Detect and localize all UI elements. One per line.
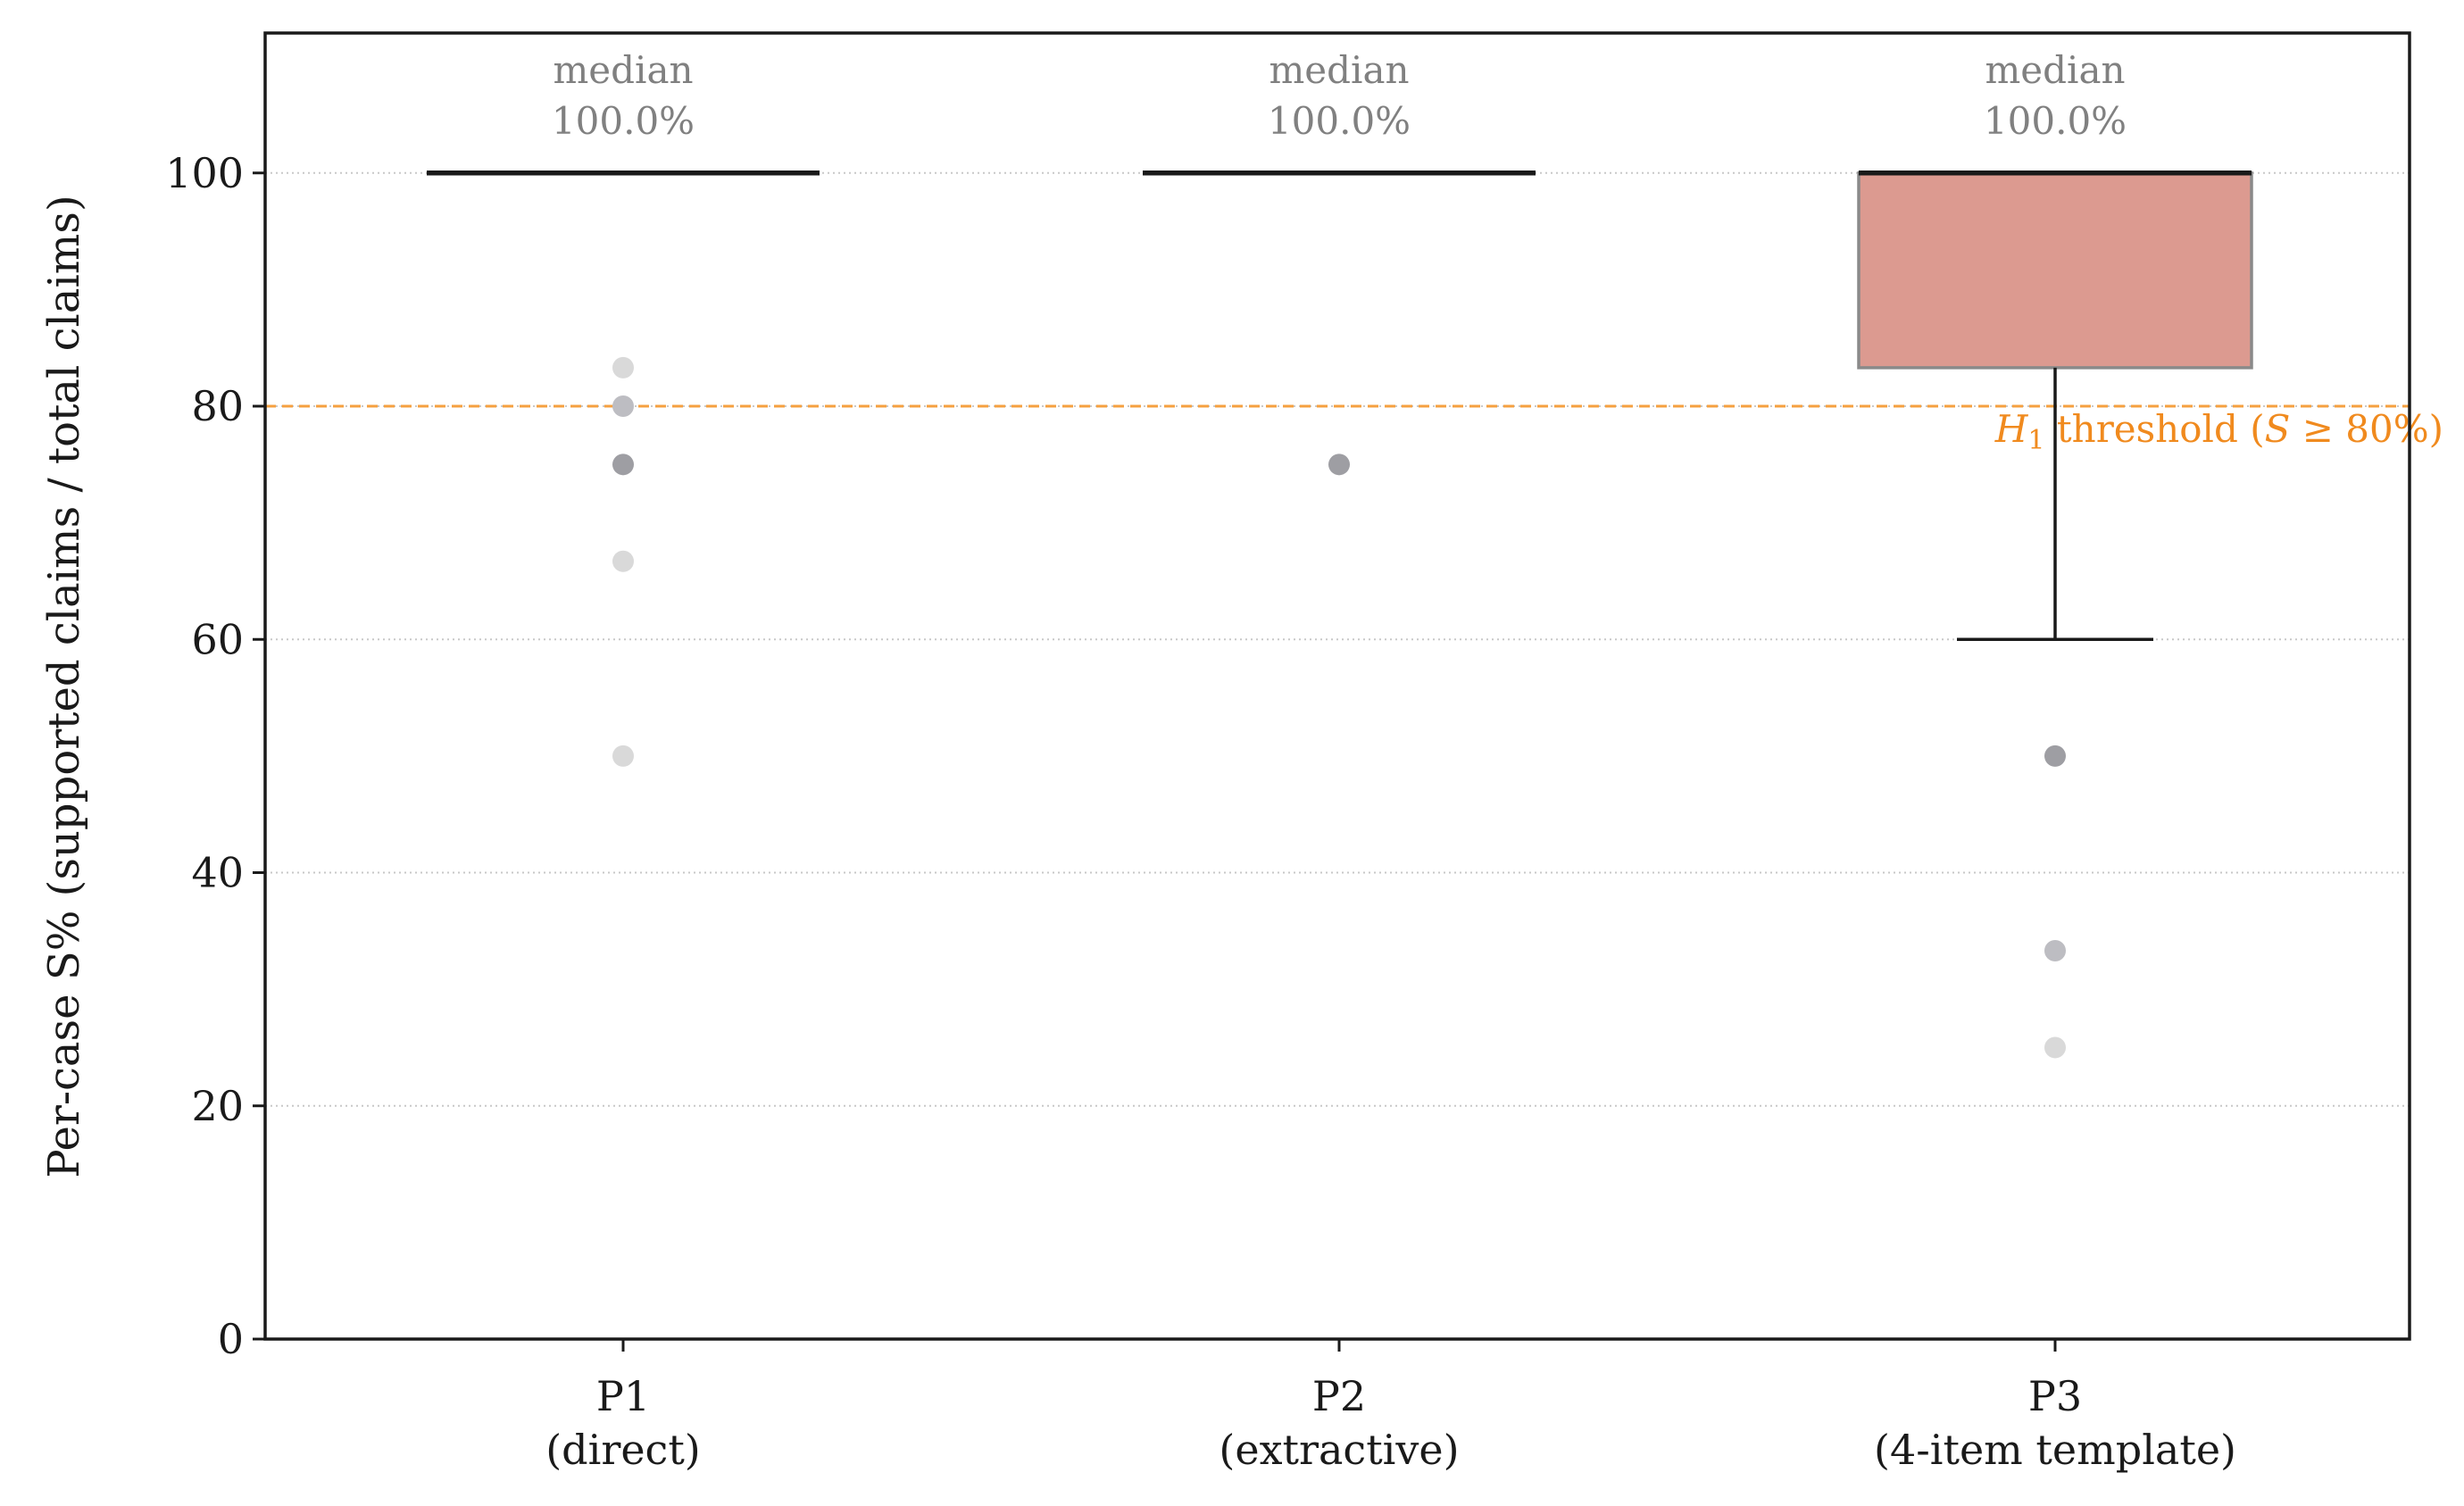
y-tick-label: 20 — [191, 1082, 244, 1130]
y-tick-label: 0 — [218, 1315, 244, 1363]
median-label-value: 100.0% — [1984, 99, 2127, 143]
y-tick-label: 40 — [191, 849, 244, 897]
y-tick-label: 60 — [191, 615, 244, 663]
x-tick-label: P2 — [1312, 1372, 1366, 1420]
outlier-point — [1328, 453, 1350, 476]
outlier-point — [612, 356, 634, 379]
boxes-layer: median 100.0% median 100.0% median 100.0% — [427, 48, 2253, 1059]
x-tick-label: P3 — [2028, 1372, 2082, 1420]
plot-frame — [263, 31, 2411, 1341]
median-label-title: median — [553, 48, 693, 92]
outlier-point — [612, 453, 634, 476]
median-label-title: median — [1985, 48, 2125, 92]
x-tick-sublabel: (direct) — [545, 1426, 701, 1474]
box-group: median 100.0% — [427, 48, 820, 767]
outlier-point — [612, 395, 634, 417]
box-group: median 100.0% — [1857, 48, 2253, 1059]
box-group: median 100.0% — [1143, 48, 1536, 476]
median-label-title: median — [1269, 48, 1409, 92]
outlier-point — [612, 550, 634, 572]
threshold-label: H1 threshold (S ≥ 80%) — [1994, 407, 2443, 456]
y-tick-label: 100 — [165, 149, 244, 197]
threshold-layer: H1 threshold (S ≥ 80%) — [265, 404, 2443, 456]
outlier-point — [2044, 1036, 2066, 1059]
x-tick-label: P1 — [596, 1372, 650, 1420]
box-iqr — [1857, 171, 2253, 370]
median-label-value: 100.0% — [1268, 99, 1411, 143]
median-label-value: 100.0% — [552, 99, 695, 143]
x-tick-sublabel: (extractive) — [1219, 1426, 1459, 1474]
x-tick-sublabel: (4-item template) — [1874, 1426, 2236, 1474]
outlier-point — [2044, 745, 2066, 767]
outlier-point — [612, 745, 634, 767]
y-tick-label: 80 — [191, 382, 244, 430]
x-axis: P1 (direct) P2 (extractive) P3 (4-item templa… — [545, 1339, 2236, 1474]
y-axis: 0 20 40 60 80 100 — [165, 149, 265, 1363]
y-axis-title: Per-case S% (supported claims / total cl… — [39, 195, 89, 1177]
outlier-point — [2044, 940, 2066, 962]
